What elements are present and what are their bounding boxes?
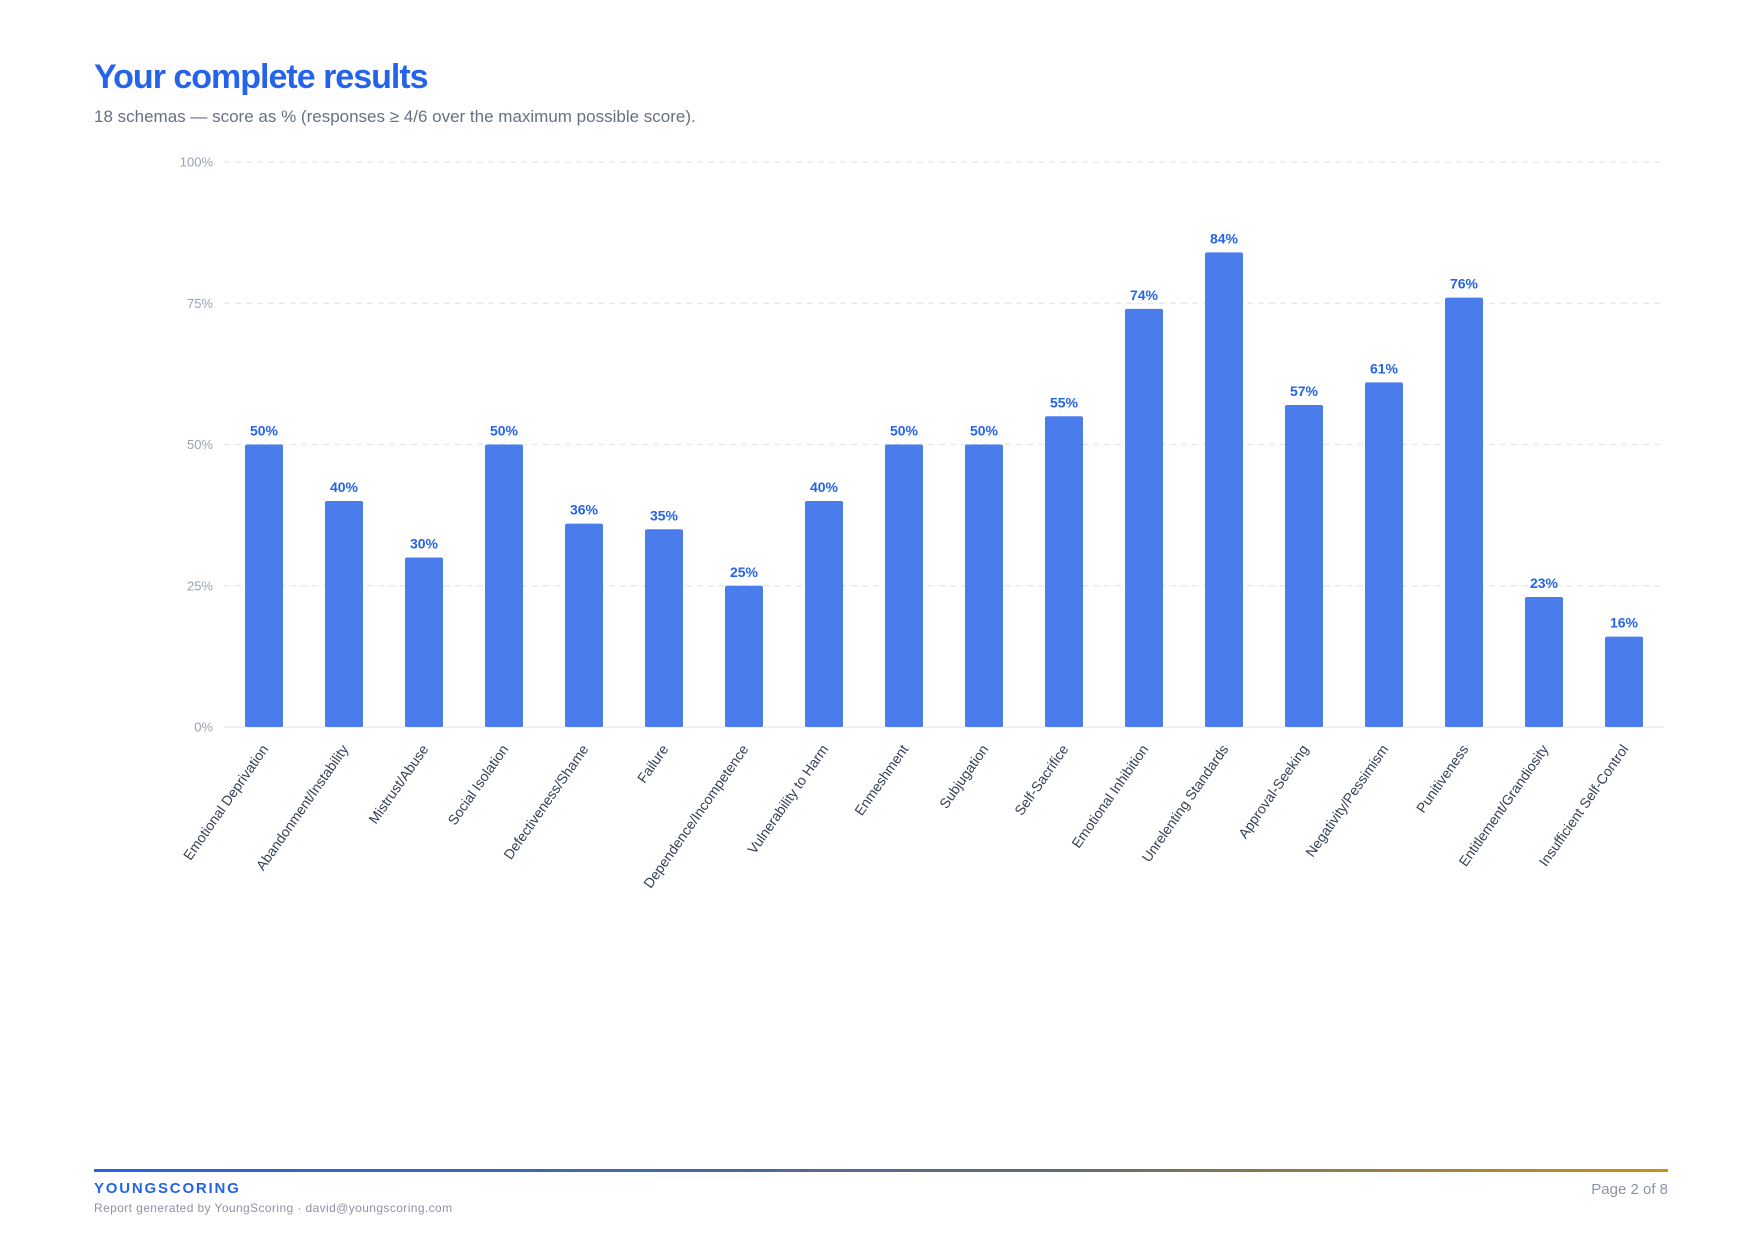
y-tick-label: 25% (187, 578, 213, 593)
category-label: Subjugation (936, 742, 992, 812)
bar-value-label: 16% (1610, 615, 1639, 631)
page-title: Your complete results (94, 58, 429, 96)
category-label: Entitlement/Grandiosity (1455, 742, 1551, 870)
bar (405, 557, 443, 727)
category-label: Social Isolation (444, 742, 511, 828)
category-label: Approval-Seeking (1235, 742, 1311, 842)
bar (1445, 297, 1483, 727)
bar (645, 529, 683, 727)
page-number: Page 2 of 8 (1591, 1181, 1668, 1198)
category-label: Mistrust/Abuse (365, 741, 431, 826)
bar (565, 523, 603, 727)
bar (1125, 308, 1163, 727)
category-label: Defectiveness/Shame (500, 741, 591, 862)
bar (325, 501, 363, 727)
bar (1525, 597, 1563, 727)
category-label: Enmeshment (851, 741, 911, 818)
bar-value-label: 50% (890, 423, 919, 439)
y-tick-label: 0% (194, 720, 213, 735)
category-label: Negativity/Pessimism (1302, 742, 1391, 860)
bar (1045, 416, 1083, 727)
bar (245, 444, 283, 727)
bar-value-label: 84% (1210, 230, 1239, 246)
bar-value-label: 36% (570, 502, 599, 518)
category-label: Emotional Inhibition (1068, 742, 1151, 851)
bar (885, 444, 923, 727)
category-label: Failure (634, 741, 672, 785)
footer-divider (94, 1169, 1668, 1172)
category-label: Insufficient Self-Control (1535, 742, 1631, 870)
y-tick-label: 50% (187, 437, 213, 452)
bar-value-label: 61% (1370, 360, 1399, 376)
bar-value-label: 40% (330, 479, 359, 495)
bar-value-label: 50% (970, 423, 999, 439)
y-tick-label: 75% (187, 296, 213, 311)
bar-value-label: 50% (490, 423, 519, 439)
bar (1365, 382, 1403, 727)
bar (1285, 404, 1323, 727)
category-label: Unrelenting Standards (1138, 742, 1231, 865)
bar (1605, 636, 1643, 727)
bar (965, 444, 1003, 727)
schema-bar-chart: 0% 25% 50% 75% 100% 50% Emotional Deprivation 4… (180, 155, 1664, 891)
category-label: Self-Sacrifice (1011, 741, 1072, 818)
bar-value-label: 76% (1450, 276, 1479, 292)
category-label: Emotional Deprivation (180, 742, 272, 863)
bar-value-label: 30% (410, 536, 439, 552)
bar (725, 585, 763, 727)
bar-value-label: 35% (650, 507, 679, 523)
footer-brand: YOUNGSCORING (94, 1180, 241, 1197)
category-label: Vulnerability to Harm (744, 742, 831, 857)
footer-note: Report generated by YoungScoring · david… (94, 1201, 453, 1215)
bar-value-label: 23% (1530, 575, 1559, 591)
page-subtitle: 18 schemas — score as % (responses ≥ 4/6… (94, 107, 696, 126)
bar-value-label: 25% (730, 564, 759, 580)
bar-value-label: 55% (1050, 394, 1079, 410)
bar-value-label: 74% (1130, 287, 1159, 303)
category-label: Punitiveness (1413, 742, 1472, 816)
bar-value-label: 40% (810, 479, 839, 495)
bar-value-label: 57% (1290, 383, 1319, 399)
bar (485, 444, 523, 727)
y-tick-label: 100% (180, 155, 214, 170)
bar (805, 501, 843, 727)
bar (1205, 252, 1243, 727)
category-label: Abandonment/Instability (253, 742, 352, 874)
bar-value-label: 50% (250, 423, 279, 439)
